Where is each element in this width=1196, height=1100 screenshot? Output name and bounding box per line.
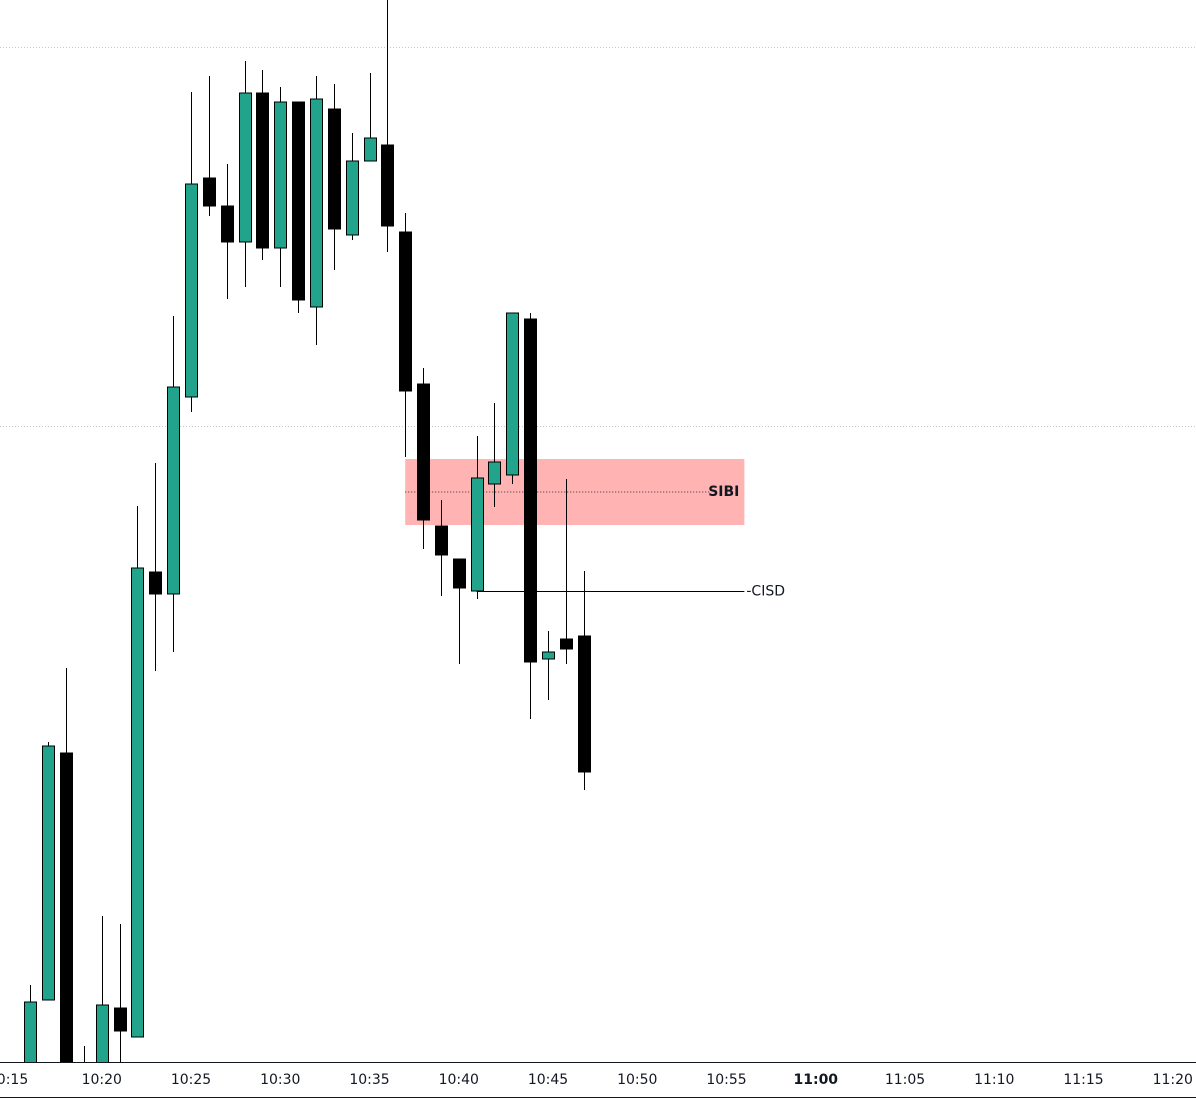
x-tick-label: 10:35: [349, 1072, 389, 1088]
candle-body: [239, 92, 252, 243]
x-tick-label: 11:20: [1153, 1072, 1193, 1088]
candle-body: [381, 144, 394, 227]
candle-body: [203, 177, 216, 207]
candle-body: [471, 477, 484, 592]
candle-body: [399, 231, 412, 392]
candle-body: [60, 752, 73, 1062]
candle-body: [221, 205, 234, 243]
candle-body: [185, 183, 198, 398]
candle-body: [453, 558, 466, 589]
x-tick-label: 10:25: [171, 1072, 211, 1088]
candle-body: [274, 101, 287, 249]
x-tick-label: 0:15: [0, 1072, 28, 1088]
candle-body: [292, 101, 305, 301]
candle-body: [167, 386, 180, 595]
x-tick-label: 10:45: [528, 1072, 568, 1088]
candle-body: [256, 92, 269, 249]
candle-body: [24, 1001, 37, 1062]
zone-label: SIBI: [708, 484, 739, 500]
x-tick-label: 10:20: [82, 1072, 122, 1088]
candle-body: [435, 525, 448, 556]
candle-body: [96, 1004, 109, 1062]
candle-body: [542, 651, 555, 660]
candle-body: [560, 638, 573, 650]
candle-body: [417, 383, 430, 521]
grid: [0, 47, 1196, 427]
x-axis: 0:15 10:20 10:25 10:30 10:35 10:40 10:45 10:50 1…: [0, 1072, 1193, 1088]
candle-body: [42, 745, 55, 1001]
x-tick-label: 11:05: [885, 1072, 925, 1088]
candle-body: [114, 1007, 127, 1032]
candle-body: [131, 567, 144, 1038]
candle-body: [346, 160, 359, 236]
x-tick-label: 10:30: [260, 1072, 300, 1088]
candle-body: [310, 98, 323, 308]
level-label: -CISD: [746, 584, 785, 600]
x-tick-label: 10:40: [439, 1072, 479, 1088]
candle-body: [149, 571, 162, 595]
x-tick-label: 10:50: [617, 1072, 657, 1088]
x-tick-label: 11:10: [974, 1072, 1014, 1088]
annotations: SIBI -CISD: [405, 459, 785, 600]
candle-body: [578, 635, 591, 773]
candle-body: [488, 461, 501, 485]
candle-body: [524, 318, 537, 663]
candle-body: [328, 108, 341, 230]
x-tick-label: 11:00: [793, 1072, 838, 1088]
candle-body: [364, 137, 377, 162]
candle-body: [506, 312, 519, 476]
candle-body: [79, 1092, 91, 1100]
x-tick-label: 10:55: [706, 1072, 746, 1088]
candles: [24, 0, 591, 1100]
x-tick-label: 11:15: [1063, 1072, 1103, 1088]
